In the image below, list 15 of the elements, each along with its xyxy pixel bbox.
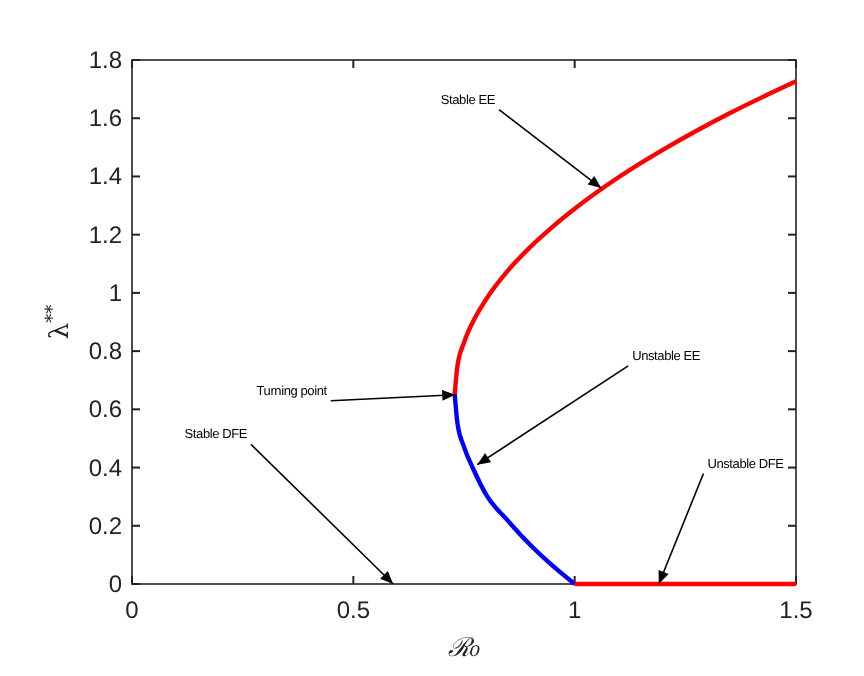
y-tick-label: 1.8 — [88, 46, 123, 74]
x-axis-title: ℛ₀ — [447, 634, 482, 664]
y-tick-label: 0.4 — [88, 453, 123, 482]
x-tick-label: 0.5 — [336, 596, 371, 624]
y-tick-label: 1.4 — [88, 162, 123, 191]
x-tick-label: 1.5 — [779, 596, 814, 624]
y-tick-label: 0 — [108, 570, 123, 598]
y-tick-label: 0.6 — [88, 395, 123, 424]
x-tick-label: 0 — [125, 596, 140, 624]
x-tick-label: 1 — [567, 596, 582, 624]
y-tick-label: 1.2 — [88, 220, 123, 249]
y-tick-label: 0.2 — [88, 511, 123, 540]
y-tick-label: 1.6 — [88, 104, 123, 133]
y-tick-label: 1 — [108, 278, 123, 307]
y-tick-label: 0.8 — [88, 337, 123, 366]
